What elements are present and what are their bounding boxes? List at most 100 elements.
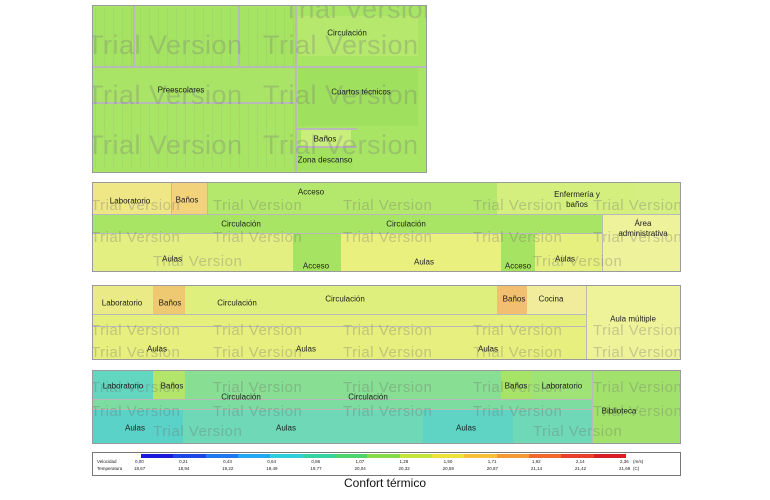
- legend-temperatura-value: 21,14: [530, 466, 543, 471]
- legend-velocidad-value: 2,36: [620, 459, 629, 464]
- watermark: Trial Version: [263, 80, 419, 110]
- label-aulas: Aulas: [295, 344, 317, 354]
- legend-temperatura-value: 20,87: [486, 466, 498, 471]
- wall: [93, 409, 593, 410]
- legend-velocidad-value: 1,07: [355, 459, 365, 464]
- room-acceso-top: [207, 183, 497, 215]
- room-laboratorio-p2: [93, 183, 171, 215]
- watermark: Trial Version: [92, 322, 181, 339]
- room-aulas-3: [423, 409, 513, 443]
- label-circulacion: Circulación: [325, 294, 365, 304]
- figure-caption: Confort térmico: [343, 476, 427, 490]
- room-banos-p3-left: [153, 286, 185, 314]
- label-acceso: Acceso: [297, 187, 325, 197]
- watermark: Trial Version: [92, 80, 243, 110]
- scale-swatch: [561, 454, 595, 458]
- legend-velocidad-value: 0,00: [135, 459, 144, 464]
- legend-temperatura-value: 19,77: [310, 466, 322, 471]
- room-aulas-mid: [341, 233, 501, 271]
- watermark: Trial Version: [593, 322, 681, 339]
- scale-swatch: [205, 454, 239, 458]
- room-aulas-right: [535, 233, 603, 271]
- wall: [238, 6, 240, 66]
- legend-temperatura-value: 19,22: [222, 466, 234, 471]
- legend-velocidad-value: 0,43: [223, 459, 232, 464]
- floor-plan-level-4: Trial Version Trial Version Trial Versio…: [92, 370, 681, 444]
- wall: [93, 102, 295, 104]
- wall: [592, 371, 593, 443]
- watermark: Trial Version: [213, 403, 303, 420]
- label-banos: Baños: [313, 134, 337, 144]
- scale-swatch: [367, 454, 401, 458]
- scale-swatch: [496, 454, 530, 458]
- watermark: Trial Version: [343, 379, 433, 396]
- color-scale-bar: [141, 454, 627, 458]
- legend-velocidad-value: 1,28: [399, 459, 409, 464]
- floor-plan-level-3: Trial Version Trial Version Trial Versio…: [92, 285, 681, 360]
- label-laboratorio: Laboratorio: [101, 298, 143, 308]
- wall: [93, 66, 426, 68]
- watermark: Trial Version: [593, 403, 681, 420]
- wall: [586, 286, 587, 359]
- legend-velocidad-value: 0,86: [311, 459, 321, 464]
- watermark: Trial Version: [92, 379, 181, 396]
- label-laboratorio: Laboratorio: [102, 381, 144, 391]
- label-acceso: Acceso: [504, 261, 532, 271]
- label-banos: Baños: [160, 381, 184, 391]
- wall: [207, 183, 208, 215]
- room-banos-p4-left: [153, 371, 185, 399]
- watermark: Trial Version: [263, 30, 419, 60]
- room-acceso-right: [501, 233, 535, 271]
- watermark: Trial Version: [213, 322, 303, 339]
- scale-swatch: [335, 454, 368, 458]
- watermark: Trial Version: [343, 322, 433, 339]
- wall: [171, 183, 172, 215]
- label-aulas: Aulas: [455, 423, 477, 433]
- scale-swatch: [399, 454, 433, 458]
- room-circulacion-p3: [185, 286, 497, 314]
- watermark: Trial Version: [473, 379, 563, 396]
- room-cuartos-tecnicos: [298, 68, 418, 126]
- watermark: Trial Version: [213, 344, 303, 360]
- scale-swatch: [141, 454, 174, 458]
- legend-velocidad-value: 2,14: [575, 459, 585, 464]
- watermark: Trial Version: [473, 403, 563, 420]
- label-cocina: Cocina: [538, 294, 564, 304]
- label-circulacion: Circulación: [221, 219, 261, 229]
- watermark: Trial Version: [213, 379, 303, 396]
- watermark: Trial Version: [533, 423, 623, 440]
- watermark: Trial Version: [153, 253, 243, 270]
- room-aulas-left: [93, 233, 293, 271]
- label-enfermeria: Enfermería y baños: [554, 190, 600, 209]
- label-aulas: Aulas: [477, 344, 499, 354]
- room-enfermeria: [497, 183, 637, 215]
- watermark: Trial Version: [92, 197, 181, 214]
- label-circulacion: Circulación: [221, 392, 261, 402]
- room-aula-multiple: [587, 286, 680, 359]
- legend-velocidad-value: 1,71: [487, 459, 497, 464]
- watermark: Trial Version: [593, 379, 681, 396]
- room-corridor: [93, 215, 603, 233]
- legend-velocidad-value: 0,21: [179, 459, 188, 464]
- wall: [297, 128, 357, 130]
- room-banos-p1: [301, 130, 351, 148]
- legend-temperatura-value: 20,59: [442, 466, 454, 471]
- scale-swatch: [529, 454, 562, 458]
- room-zona-descanso: [293, 148, 353, 170]
- floor-plan-level-2: Trial Version Trial Version Trial Versio…: [92, 182, 681, 272]
- wall: [93, 214, 680, 215]
- room-preescolares: [95, 68, 295, 102]
- watermark: Trial Version: [473, 197, 563, 214]
- watermark: Trial Version: [343, 403, 433, 420]
- label-circulacion: Circulación: [327, 28, 367, 38]
- watermark: Trial Version: [343, 197, 433, 214]
- scale-swatch: [432, 454, 465, 458]
- legend-unit-temperatura: (C): [633, 466, 640, 471]
- label-aulas: Aulas: [275, 423, 297, 433]
- room-biblioteca: [593, 371, 680, 443]
- label-acceso: Acceso: [302, 261, 330, 271]
- label-aulas: Aulas: [554, 254, 576, 264]
- legend-temperatura-value: 20,04: [354, 466, 366, 471]
- watermark: Trial Version: [92, 229, 181, 246]
- watermark: Trial Version: [593, 229, 681, 246]
